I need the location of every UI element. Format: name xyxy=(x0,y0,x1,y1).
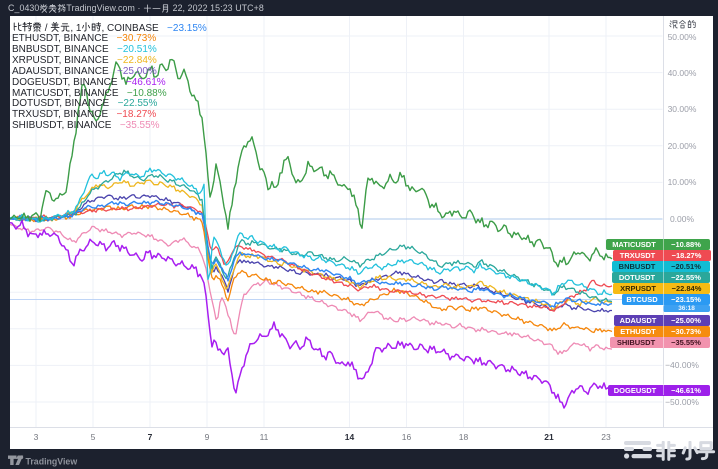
svg-text:TradingView: TradingView xyxy=(26,456,78,466)
